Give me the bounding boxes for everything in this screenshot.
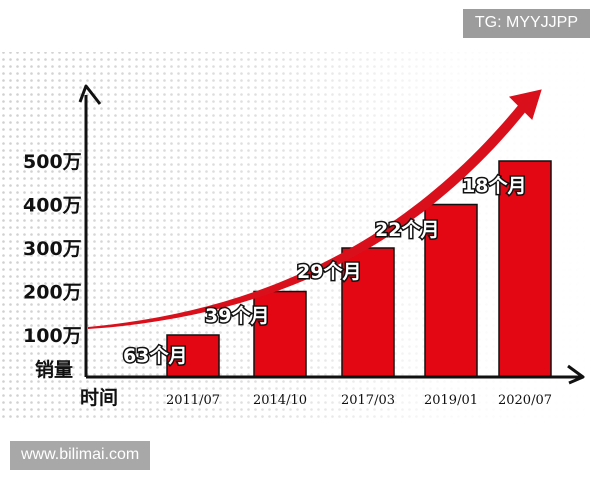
y-axis-label: 销量: [35, 358, 73, 381]
data-label-2011/07: 63个月: [123, 345, 187, 367]
y-tick-400: 400万: [23, 195, 82, 217]
watermark-bottom-left: www.bilimai.com: [10, 441, 151, 470]
y-tick-500: 500万: [23, 151, 82, 173]
x-axis-arrow: [567, 364, 585, 385]
y-tick-200: 200万: [23, 282, 82, 304]
axes-group: [78, 84, 585, 385]
data-label-2020/07: 18个月: [462, 175, 526, 197]
data-label-2014/10: 39个月: [205, 305, 269, 327]
watermark-top-right: TG: MYYJJPP: [462, 9, 590, 38]
y-axis-arrow: [78, 84, 102, 105]
bars-group: [166, 160, 552, 378]
trend-arrowhead: [509, 89, 542, 120]
x-tick-labels: 2011/07 2014/10 2017/03 2019/01 2020/07: [166, 393, 552, 408]
x-tick-2014/10: 2014/10: [253, 393, 307, 408]
bar-2019/01: [424, 203, 478, 378]
y-tick-300: 300万: [23, 238, 82, 260]
trend-arrow: [88, 89, 542, 329]
y-tick-100: 100万: [23, 325, 82, 347]
data-label-2017/03: 29个月: [297, 261, 361, 283]
bar-2020/07: [498, 160, 552, 378]
x-tick-2011/07: 2011/07: [166, 393, 220, 408]
y-tick-labels: 100万 200万 300万 400万 500万: [23, 151, 82, 347]
x-axis-label: 时间: [80, 387, 118, 409]
x-tick-2017/03: 2017/03: [341, 393, 395, 408]
x-tick-2019/01: 2019/01: [424, 393, 478, 408]
bar-2017/03: [341, 247, 395, 378]
x-tick-2020/07: 2020/07: [498, 393, 552, 408]
data-labels-group: 63个月 39个月 29个月 22个月 18个月: [122, 174, 528, 369]
bar-2014/10: [253, 290, 307, 378]
data-label-2019/01: 22个月: [375, 219, 439, 241]
